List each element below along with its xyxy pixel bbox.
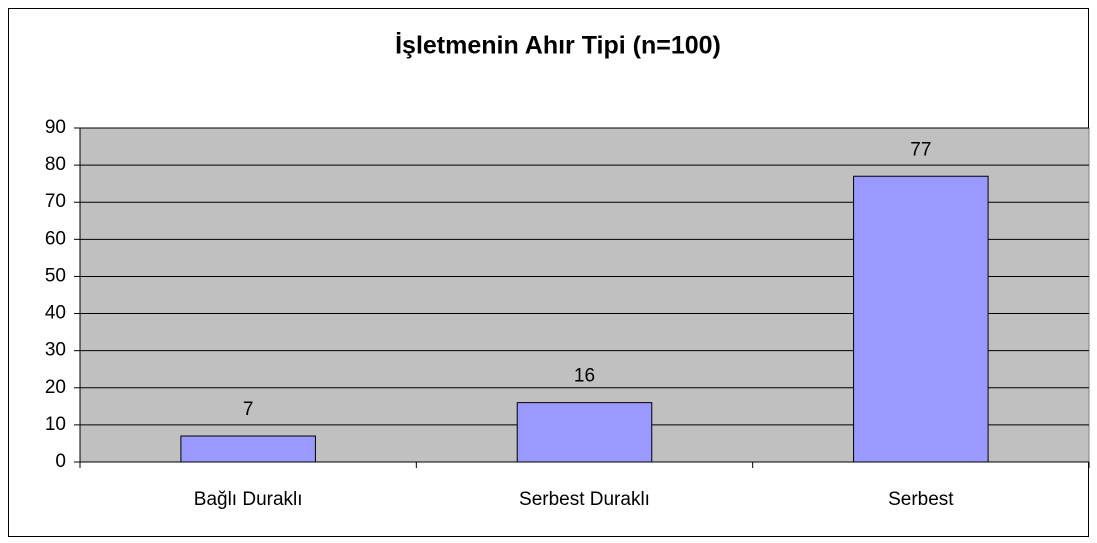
y-tick-label: 40 xyxy=(45,303,66,324)
x-tick-label: Serbest xyxy=(888,489,954,510)
bar xyxy=(180,435,316,463)
y-tick-label: 80 xyxy=(45,154,66,175)
y-tick-label: 20 xyxy=(45,377,66,398)
y-tick-label: 0 xyxy=(55,451,66,472)
bar xyxy=(516,402,653,463)
x-tick-label: Serbest Duraklı xyxy=(519,489,650,510)
y-tick-label: 50 xyxy=(45,265,66,286)
chart-title: İşletmenin Ahır Tipi (n=100) xyxy=(395,32,721,60)
x-tick-label: Bağlı Duraklı xyxy=(194,489,303,510)
data-label: 77 xyxy=(910,139,931,160)
data-label: 7 xyxy=(243,399,254,420)
bar xyxy=(853,175,989,463)
y-tick-label: 60 xyxy=(45,228,66,249)
y-tick-label: 70 xyxy=(45,191,66,212)
y-tick-label: 30 xyxy=(45,340,66,361)
data-label: 16 xyxy=(574,366,595,387)
y-tick-label: 90 xyxy=(45,117,66,138)
y-tick-label: 10 xyxy=(45,414,66,435)
